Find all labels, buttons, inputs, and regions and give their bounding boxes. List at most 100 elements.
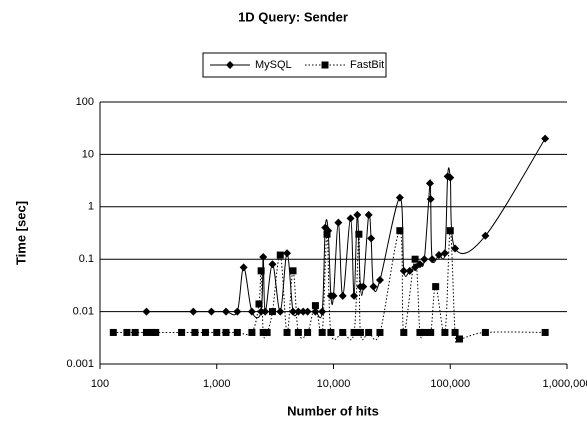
marker	[142, 328, 150, 336]
marker	[189, 307, 198, 316]
marker	[283, 249, 292, 258]
marker	[451, 244, 460, 253]
marker	[350, 328, 358, 336]
marker	[334, 218, 343, 227]
marker	[356, 328, 364, 336]
marker	[207, 307, 216, 316]
y-tick-label: 0.01	[73, 306, 94, 318]
marker	[294, 328, 302, 336]
marker	[411, 255, 419, 263]
marker	[221, 307, 230, 316]
marker	[261, 307, 270, 316]
marker	[441, 328, 449, 336]
marker	[268, 308, 276, 316]
marker	[434, 251, 443, 260]
marker	[355, 230, 363, 238]
marker	[289, 307, 298, 316]
marker	[426, 195, 435, 204]
marker	[327, 328, 335, 336]
x-tick-label: 1,000	[203, 378, 231, 390]
marker	[400, 328, 408, 336]
marker	[364, 210, 373, 219]
marker	[299, 307, 308, 316]
marker	[259, 328, 267, 336]
marker	[247, 307, 256, 316]
marker	[338, 291, 347, 300]
marker	[420, 255, 429, 264]
marker	[446, 173, 455, 182]
marker	[346, 214, 355, 223]
marker	[152, 328, 160, 336]
marker	[303, 307, 312, 316]
marker	[257, 307, 266, 316]
marker	[263, 328, 271, 336]
marker	[451, 328, 459, 336]
marker	[131, 328, 139, 336]
marker	[222, 328, 230, 336]
marker	[248, 328, 256, 336]
marker	[255, 300, 263, 308]
legend-label: FastBit	[350, 59, 384, 71]
x-tick-label: 10,000	[317, 378, 351, 390]
marker	[376, 328, 384, 336]
marker	[396, 227, 404, 235]
marker	[276, 307, 285, 316]
marker	[257, 267, 265, 275]
marker	[455, 335, 463, 343]
marker	[268, 260, 277, 269]
marker	[365, 328, 373, 336]
marker	[142, 307, 151, 316]
y-tick-label: 10	[82, 148, 94, 160]
marker	[233, 328, 241, 336]
marker	[304, 328, 312, 336]
marker	[440, 249, 449, 258]
marker	[399, 266, 408, 275]
marker	[294, 307, 303, 316]
marker	[369, 282, 378, 291]
marker	[213, 328, 221, 336]
marker	[405, 266, 414, 275]
marker	[428, 255, 437, 264]
marker	[318, 328, 326, 336]
x-tick-label: 100,000	[430, 378, 470, 390]
marker	[432, 283, 440, 291]
marker	[481, 328, 489, 336]
chart-title: 1D Query: Sender	[238, 9, 348, 24]
marker	[276, 251, 284, 259]
marker	[541, 328, 549, 336]
marker	[109, 328, 117, 336]
legend-label: MySQL	[255, 59, 292, 71]
marker	[329, 291, 338, 300]
x-tick-label: 1,000,000	[543, 378, 587, 390]
marker	[425, 179, 434, 188]
legend-marker	[321, 61, 329, 69]
marker	[427, 328, 435, 336]
marker	[191, 328, 199, 336]
y-axis-label: Time [sec]	[13, 201, 28, 265]
x-axis-label: Number of hits	[287, 403, 379, 418]
marker	[178, 328, 186, 336]
legend-marker	[226, 61, 234, 69]
marker	[416, 328, 424, 336]
y-tick-label: 0.1	[79, 253, 94, 265]
marker	[233, 307, 242, 316]
marker	[481, 231, 490, 240]
marker	[395, 193, 404, 202]
y-tick-label: 100	[76, 96, 94, 108]
x-tick-label: 100	[91, 378, 109, 390]
marker	[323, 230, 331, 238]
marker	[420, 328, 428, 336]
marker	[311, 302, 319, 310]
marker	[375, 276, 384, 285]
y-tick-label: 1	[88, 201, 94, 213]
marker	[283, 328, 291, 336]
marker	[318, 307, 327, 316]
marker	[446, 227, 454, 235]
y-tick-label: 0.001	[66, 358, 94, 370]
marker	[353, 210, 362, 219]
marker	[259, 253, 268, 262]
marker	[201, 328, 209, 336]
marker	[239, 263, 248, 272]
marker	[123, 328, 131, 336]
